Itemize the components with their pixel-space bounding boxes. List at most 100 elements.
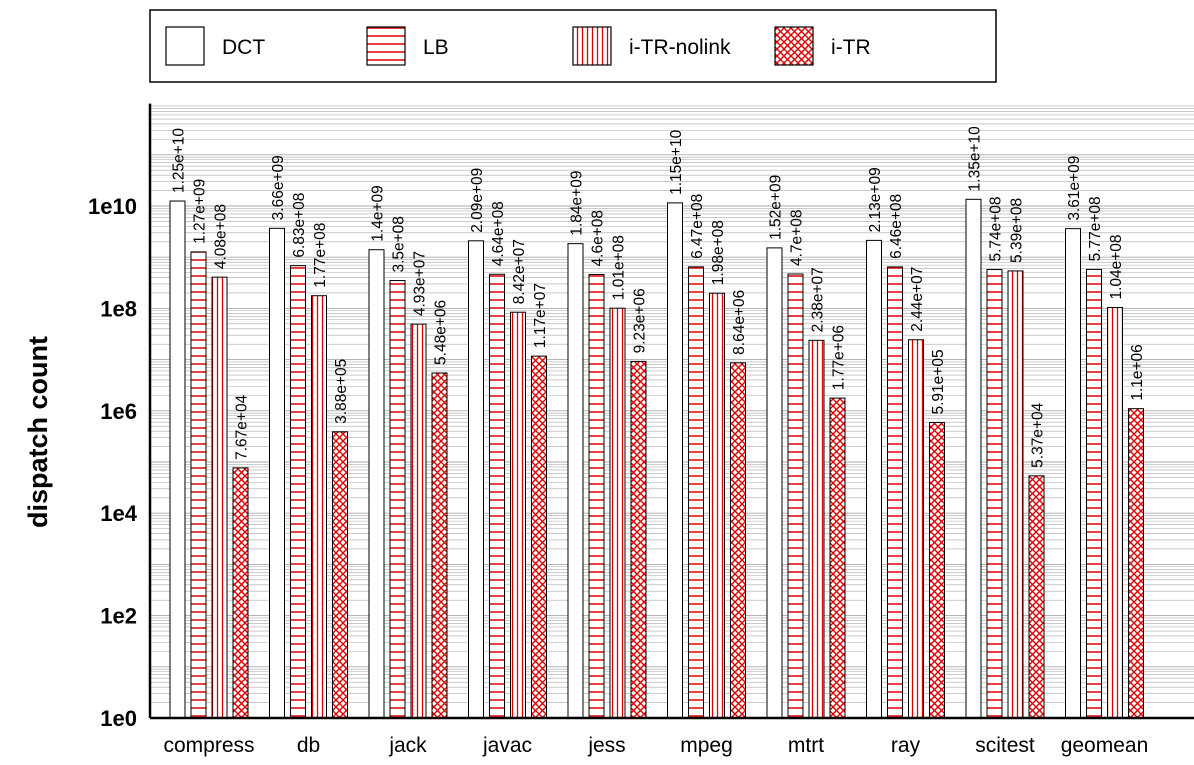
bar-i-tr-nolink-mtrt (808, 339, 825, 719)
bar-i-tr-nolink-mpeg (709, 292, 725, 719)
data-label: 5.74e+08 (988, 196, 1005, 261)
bar-dct-scitest (965, 198, 982, 719)
bar-i-tr-nolink-ray (908, 339, 924, 719)
data-label: 4.7e+08 (789, 210, 806, 266)
bar-dct-mpeg (667, 202, 683, 719)
legend-swatch-i-tr-nolink (572, 26, 612, 66)
data-label: 2.09e+09 (469, 168, 486, 233)
data-labels: 1.25e+101.27e+09 4.08e+08 7.67e+04 3.66e+09… (171, 126, 1147, 468)
data-label: 4.93e+07 (412, 251, 429, 316)
bar-i-tr-mtrt (829, 397, 846, 719)
y-tick-label: 1e2 (100, 604, 137, 629)
data-label: 3.88e+05 (333, 359, 350, 424)
bar-lb-ray (887, 266, 903, 719)
data-label: 5.39e+08 (1009, 198, 1026, 263)
x-tick-label: db (297, 734, 320, 757)
x-tick-label: ray (891, 734, 921, 757)
bar-i-tr-jess (630, 360, 647, 719)
bar-lb-scitest (986, 269, 1003, 719)
data-label: 2.13e+09 (867, 167, 884, 232)
bar-lb-compress (190, 251, 207, 719)
data-label: 9.23e+06 (632, 288, 649, 353)
bar-i-tr-nolink-scitest (1007, 270, 1024, 719)
bar-dct-jack (368, 249, 385, 719)
bar-lb-jack (389, 280, 406, 719)
data-label: 3.5e+08 (391, 216, 408, 272)
axes (148, 103, 1194, 720)
legend-swatch-lb (366, 26, 406, 66)
bar-dct-compress (169, 200, 186, 719)
bar-i-tr-scitest (1028, 475, 1045, 719)
data-label: 1.35e+10 (967, 126, 984, 191)
data-label: 5.91e+05 (930, 349, 947, 414)
data-label: 2.38e+07 (810, 267, 827, 332)
bar-lb-mpeg (688, 266, 704, 719)
data-label: 6.46e+08 (888, 194, 905, 259)
data-label: 1.52e+09 (768, 175, 785, 240)
data-label: 8.42e+07 (511, 239, 528, 304)
bar-i-tr-nolink-compress (211, 276, 228, 719)
bar-dct-db (269, 227, 285, 719)
x-tick-label: jack (388, 734, 427, 757)
data-label: 1.77e+08 (312, 223, 329, 288)
data-label: 4.64e+08 (490, 201, 507, 266)
data-label: 1.84e+09 (569, 171, 586, 236)
bar-lb-javac (489, 273, 505, 719)
legend: DCT LB i-TR-nolink i-TR (149, 9, 997, 83)
bar-i-tr-javac (531, 355, 547, 719)
bar-dct-ray (866, 239, 882, 719)
legend-swatch-dct (165, 26, 205, 66)
y-axis-label: dispatch count (23, 336, 53, 528)
bar-i-tr-db (332, 431, 348, 719)
bar-lb-mtrt (787, 273, 804, 719)
data-label: 4.08e+08 (213, 204, 230, 269)
legend-label: DCT (222, 36, 265, 59)
legend-label: i-TR-nolink (629, 36, 731, 59)
legend-label: i-TR (831, 36, 871, 59)
legend-swatch-i-tr (774, 26, 814, 66)
x-tick-label: mpeg (680, 734, 733, 757)
bar-i-tr-nolink-geomean (1107, 307, 1123, 719)
data-label: 1.4e+09 (370, 185, 387, 241)
data-label: 8.64e+06 (731, 290, 748, 355)
bar-i-tr-nolink-db (311, 295, 327, 719)
y-tick-label: 1e0 (100, 706, 137, 731)
data-label: 1.1e+06 (1129, 344, 1146, 400)
data-label: 5.48e+06 (433, 300, 450, 365)
x-tick-label: geomean (1061, 734, 1149, 757)
bar-dct-jess (567, 243, 584, 719)
bar-dct-geomean (1065, 228, 1081, 719)
data-label: 2.44e+07 (909, 267, 926, 332)
data-label: 1.17e+07 (532, 283, 549, 348)
bar-lb-db (290, 265, 306, 719)
bar-i-tr-jack (431, 372, 448, 719)
x-tick-label: jess (587, 734, 625, 757)
data-label: 4.6e+08 (590, 210, 607, 266)
bar-i-tr-compress (232, 467, 249, 719)
x-tick-label: mtrt (788, 734, 824, 757)
data-label: 1.27e+09 (192, 179, 209, 244)
bar-i-tr-geomean (1128, 408, 1144, 719)
bar-i-tr-nolink-javac (510, 311, 526, 719)
data-label: 1.15e+10 (668, 129, 685, 194)
data-label: 6.47e+08 (689, 194, 706, 259)
data-label: 1.77e+06 (831, 325, 848, 390)
x-tick-label: compress (163, 734, 254, 757)
bar-i-tr-nolink-jack (410, 323, 427, 719)
legend-label: LB (423, 36, 449, 59)
x-tick-label: scitest (975, 734, 1035, 757)
x-tick-labels: compress db jack javac jess mpeg mtrt ray scites… (163, 734, 1148, 757)
bar-i-tr-mpeg (730, 362, 746, 719)
bar-lb-geomean (1086, 268, 1102, 719)
data-label: 7.67e+04 (234, 394, 251, 459)
data-label: 1.25e+10 (171, 128, 188, 193)
data-label: 5.77e+08 (1087, 196, 1104, 261)
data-label: 6.83e+08 (291, 193, 308, 258)
bar-i-tr-nolink-jess (609, 307, 626, 719)
data-label: 1.98e+08 (710, 220, 727, 285)
data-label: 1.04e+08 (1108, 234, 1125, 299)
data-label: 5.37e+04 (1030, 402, 1047, 467)
x-tick-label: javac (482, 734, 532, 757)
data-label: 3.61e+09 (1066, 156, 1083, 221)
